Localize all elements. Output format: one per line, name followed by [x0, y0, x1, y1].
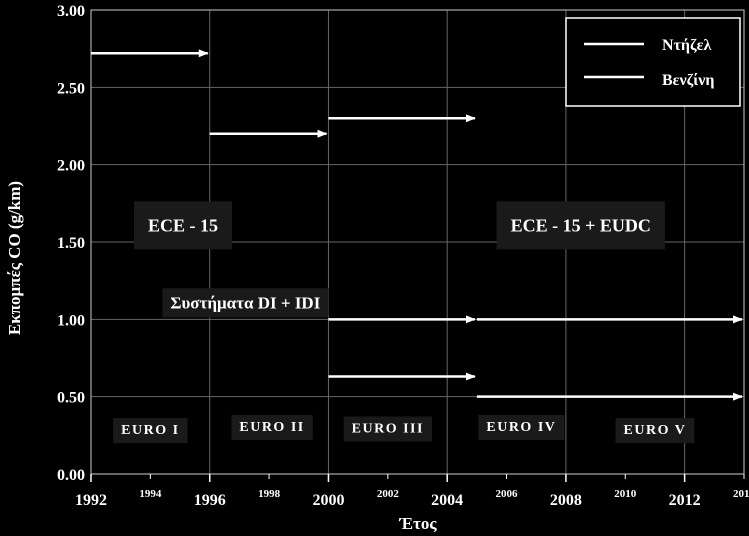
x-minor-tick-label: 1998	[258, 488, 281, 500]
series-layer	[91, 49, 743, 401]
x-major-tick-label: 1996	[194, 492, 226, 509]
y-tick-label: 0.50	[57, 390, 85, 407]
legend-box	[565, 17, 741, 107]
plot-frame	[90, 9, 745, 475]
annotations-layer: ECE - 15 ECE - 15 + EUDC Συστήματα DI + ID…	[113, 201, 695, 444]
x-axis-title: Έτος	[398, 514, 437, 533]
annotation-text: EURO I	[121, 423, 179, 438]
annotation-box	[343, 416, 432, 442]
x-major-tick-label: 2012	[669, 492, 701, 509]
annotation-label: ECE - 15 + EUDC	[496, 201, 665, 250]
legend: Ντήζελ Βενζίνη	[565, 17, 741, 107]
annotation-box	[496, 201, 665, 250]
annotation-text: EURO II	[239, 420, 304, 435]
annotation-box	[615, 418, 695, 444]
annotation-text: ECE - 15 + EUDC	[511, 215, 651, 235]
annotation-box	[113, 418, 188, 444]
annotation-label: Συστήματα DI + IDI	[162, 288, 329, 318]
x-major-tick-label: 2008	[550, 492, 582, 509]
y-tick-label: 1.50	[57, 235, 85, 252]
x-minor-tick-label: 2014	[733, 488, 749, 500]
legend-label-diesel: Ντήζελ	[662, 37, 711, 54]
annotation-label: EURO V	[615, 418, 695, 444]
y-axis-title: Εκπομπές CO (g/km)	[5, 181, 24, 335]
annotation-box	[134, 201, 233, 250]
annotation-text: EURO III	[352, 422, 424, 437]
x-minor-tick-label: 2002	[377, 488, 400, 500]
x-minor-tick-label: 2010	[614, 488, 637, 500]
annotation-box	[231, 414, 313, 440]
legend-label-petrol: Βενζίνη	[662, 72, 714, 89]
y-tick-label: 1.00	[57, 312, 85, 329]
annotation-label: ECE - 15	[134, 201, 233, 250]
axes: 0.00 0.50 1.00 1.50 2.00 2.50 3.00 1992 1996 2000…	[57, 3, 749, 509]
annotation-label: EURO IV	[478, 414, 565, 440]
annotation-text: Συστήματα DI + IDI	[170, 293, 320, 312]
annotation-label: EURO I	[113, 418, 188, 444]
x-major-tick-label: 1992	[75, 492, 107, 509]
y-tick-label: 2.00	[57, 158, 85, 175]
annotation-text: EURO IV	[486, 420, 556, 435]
annotation-label: EURO II	[231, 414, 313, 440]
annotation-box	[478, 414, 565, 440]
x-major-tick-label: 2000	[312, 492, 344, 509]
annotation-box	[162, 288, 329, 318]
y-tick-label: 3.00	[57, 3, 85, 20]
x-minor-tick-label: 2006	[496, 488, 519, 500]
annotation-label: EURO III	[343, 416, 432, 442]
annotation-text: EURO V	[624, 423, 687, 438]
y-tick-label: 0.00	[57, 467, 85, 484]
x-major-tick-label: 2004	[431, 492, 463, 509]
y-tick-label: 2.50	[57, 80, 85, 97]
x-minor-tick-label: 1994	[139, 488, 162, 500]
annotation-text: ECE - 15	[148, 215, 218, 235]
